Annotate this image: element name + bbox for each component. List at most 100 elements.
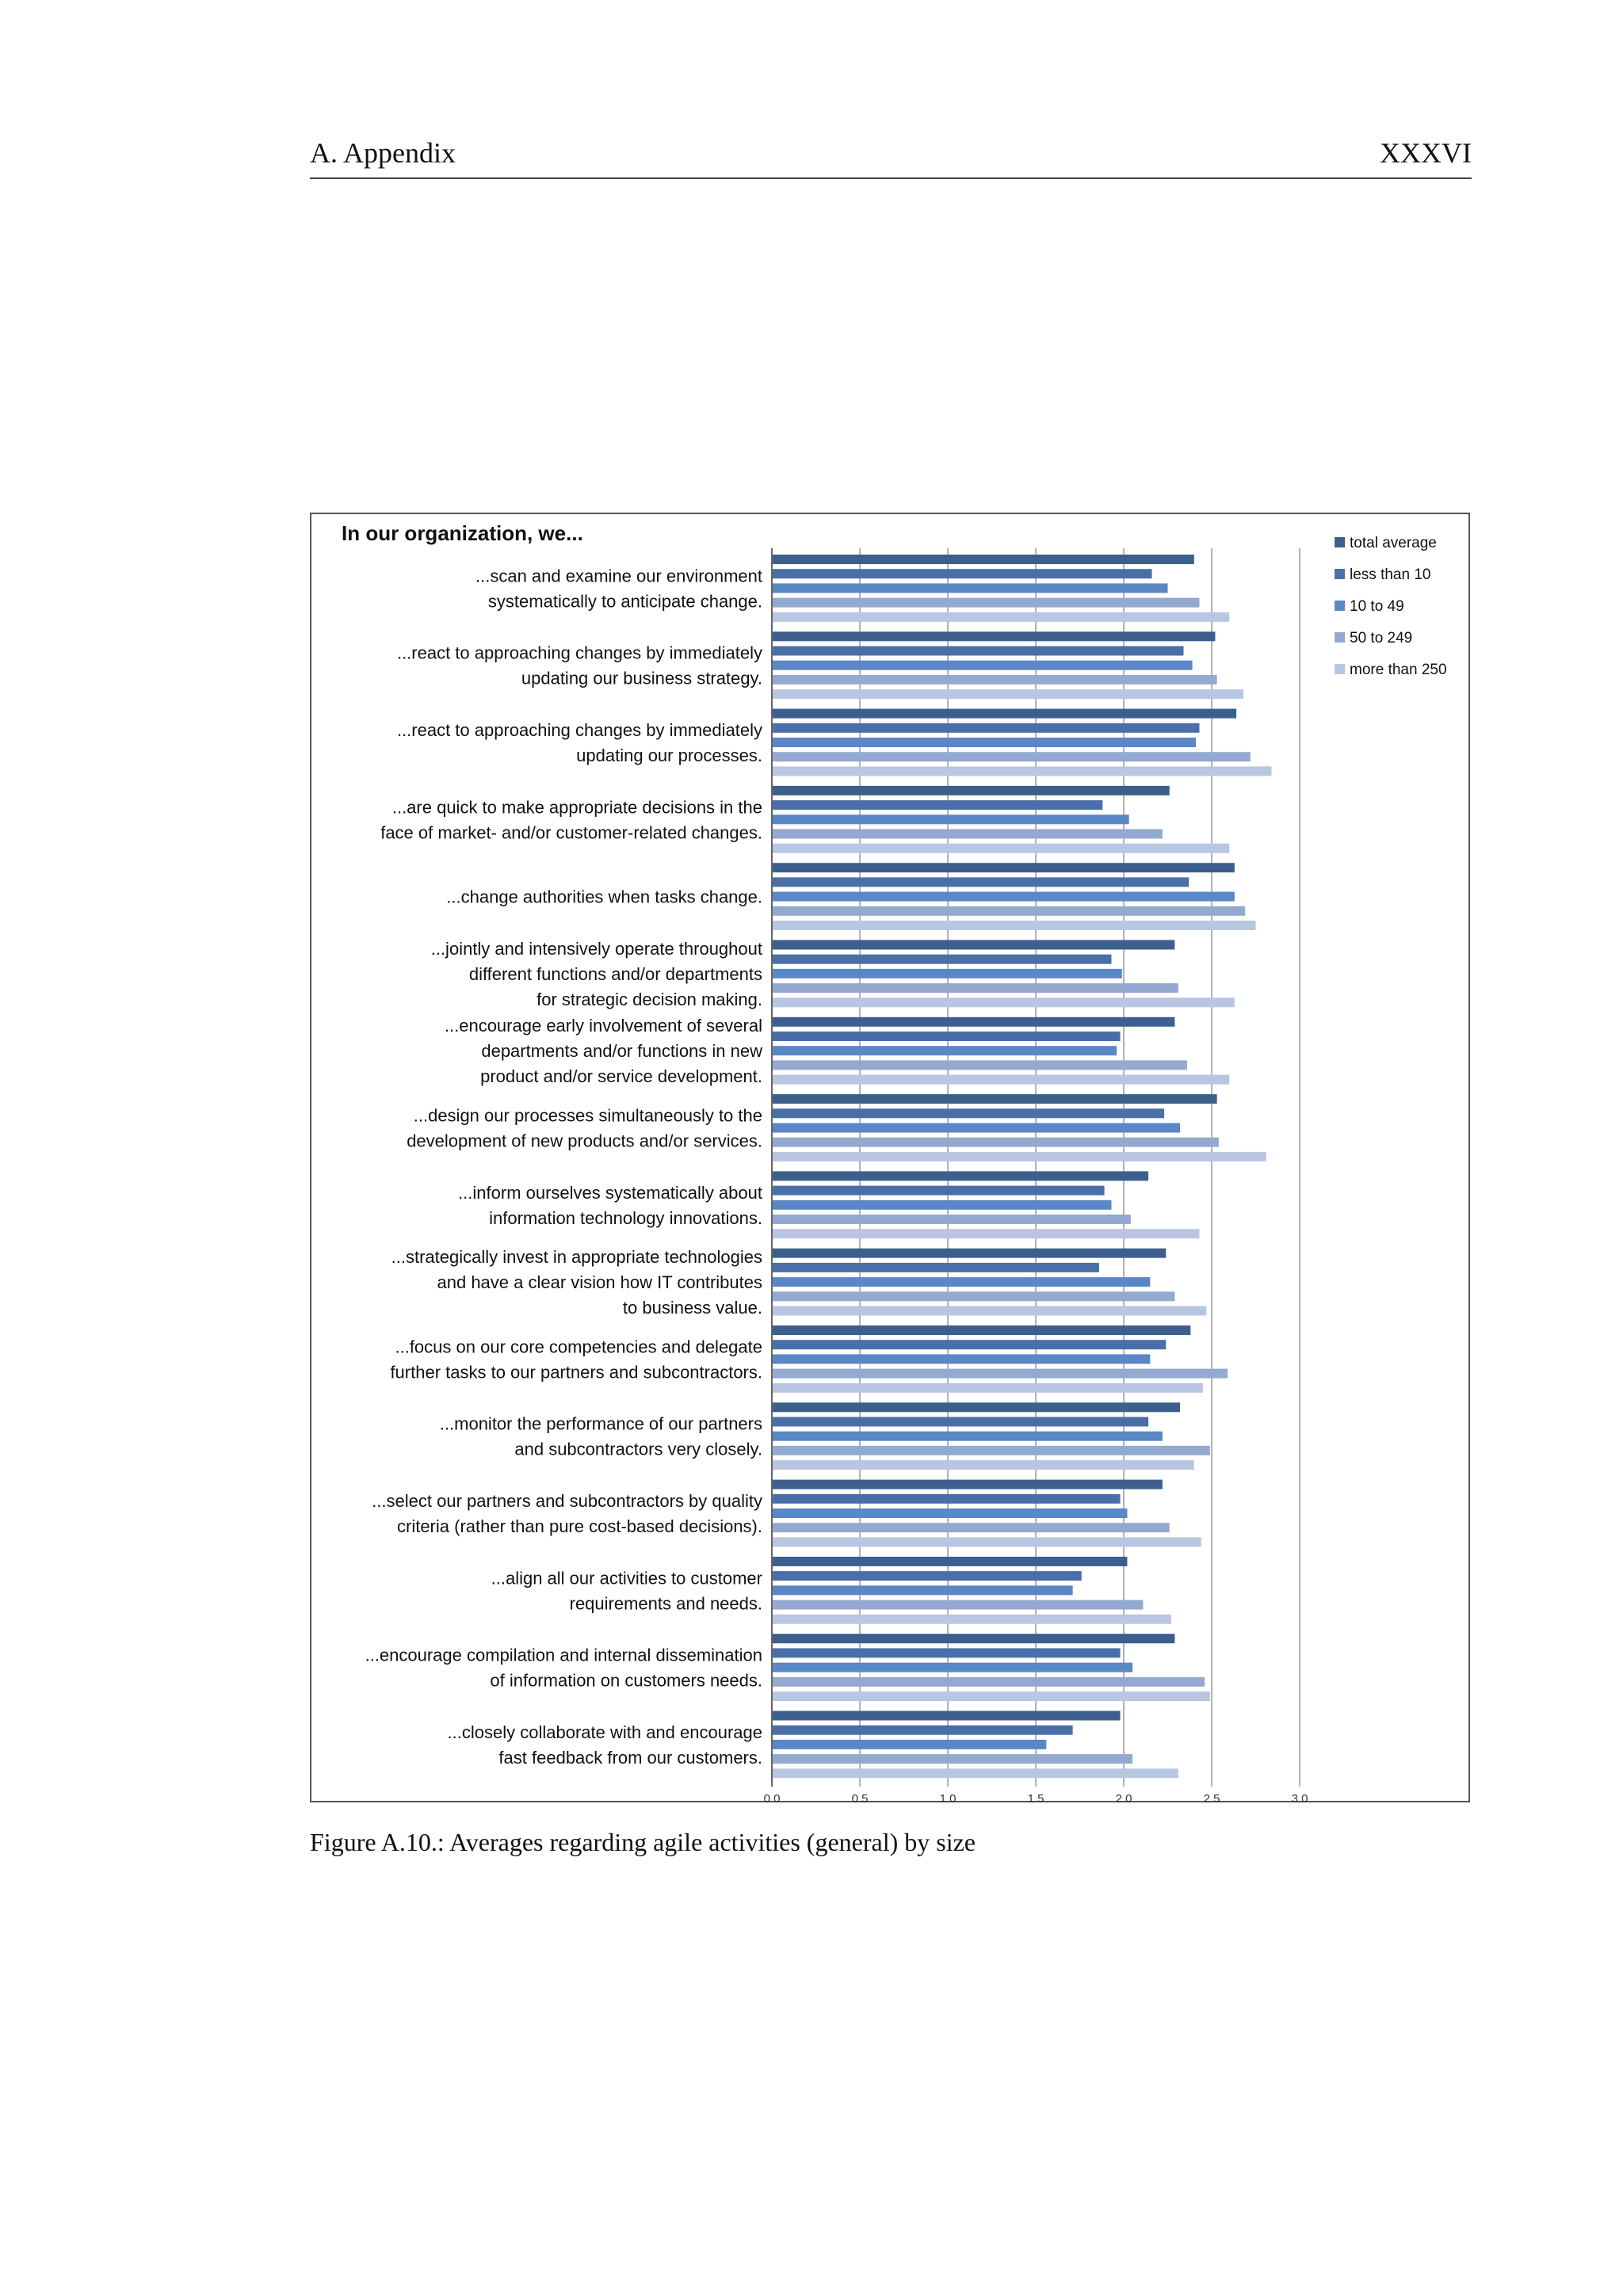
category-label: fast feedback from our customers. — [498, 1748, 762, 1768]
x-tick-label: 2.5 — [1204, 1792, 1220, 1804]
category-label: face of market- and/or customer-related … — [380, 822, 762, 842]
bar — [773, 1739, 1047, 1749]
bar — [773, 1368, 1228, 1379]
bar — [773, 1537, 1201, 1547]
x-tick-label: 2.0 — [1116, 1792, 1132, 1804]
page-number: XXXVI — [1380, 137, 1472, 169]
bar — [773, 863, 1235, 873]
bar — [773, 1074, 1230, 1085]
bar — [773, 597, 1200, 608]
bar — [773, 829, 1163, 839]
bar — [773, 1354, 1151, 1364]
bar — [773, 1508, 1128, 1518]
bar — [773, 1571, 1082, 1581]
category-label: and have a clear vision how IT contribut… — [437, 1272, 763, 1292]
x-tick-label: 1.5 — [1028, 1792, 1044, 1804]
category-label: ...select our partners and subcontractor… — [372, 1491, 762, 1511]
bar — [773, 1479, 1163, 1489]
chapter-title: A. Appendix — [310, 137, 456, 169]
bar — [773, 1402, 1181, 1413]
legend-label: less than 10 — [1350, 566, 1430, 583]
bar — [773, 1556, 1128, 1566]
bar — [773, 954, 1112, 964]
category-label: of information on customers needs. — [490, 1671, 762, 1691]
legend-swatch — [1335, 601, 1345, 611]
bar — [773, 1493, 1121, 1504]
legend-swatch — [1335, 632, 1345, 643]
category-label: updating our business strategy. — [521, 669, 762, 688]
legend-label: 10 to 49 — [1350, 598, 1404, 615]
bar — [773, 738, 1197, 747]
bar — [773, 689, 1243, 700]
category-label: ...inform ourselves systematically about — [458, 1183, 762, 1203]
chart-frame: In our organization, we... 0.0 0.5 1.0 1.5 2.… — [310, 513, 1470, 1804]
category-label: ...scan and examine our environment — [475, 566, 762, 585]
bar — [773, 1185, 1105, 1196]
category-label: ...strategically invest in appropriate t… — [391, 1247, 762, 1267]
category-label: different functions and/or departments — [469, 964, 762, 984]
bar — [773, 877, 1190, 887]
category-label: ...react to approaching changes by immed… — [397, 720, 762, 740]
bar — [773, 1016, 1175, 1027]
bar — [773, 1094, 1217, 1104]
category-label: product and/or service development. — [480, 1066, 762, 1086]
bar — [773, 1262, 1099, 1272]
bar — [773, 660, 1193, 670]
bar — [773, 612, 1230, 622]
bar — [773, 752, 1251, 762]
category-label: requirements and needs. — [570, 1593, 762, 1613]
bar — [773, 1460, 1194, 1470]
bar — [773, 983, 1178, 994]
bar — [773, 1229, 1200, 1239]
legend-label: total average — [1350, 535, 1437, 551]
bar — [773, 569, 1152, 579]
bar — [773, 723, 1200, 733]
category-label: ...design our processes simultaneously t… — [414, 1106, 762, 1126]
bar — [773, 1523, 1170, 1533]
chart-title: In our organization, we... — [342, 521, 583, 545]
bar — [773, 843, 1230, 853]
category-label: ...change authorities when tasks change. — [446, 887, 762, 907]
category-label: information technology innovations. — [489, 1208, 762, 1228]
bar — [773, 1600, 1144, 1610]
category-label: for strategic decision making. — [537, 990, 762, 1009]
legend-label: more than 250 — [1350, 662, 1447, 678]
bar — [773, 555, 1194, 564]
bar — [773, 814, 1129, 825]
bar — [773, 1306, 1207, 1316]
category-label: ...jointly and intensively operate throu… — [431, 939, 762, 959]
legend-swatch — [1335, 569, 1345, 579]
bar — [773, 1725, 1073, 1735]
category-label: and subcontractors very closely. — [514, 1440, 762, 1459]
legend-swatch — [1335, 537, 1345, 547]
bar — [773, 1711, 1121, 1721]
bar — [773, 1431, 1163, 1441]
bar — [773, 1291, 1175, 1302]
bar — [773, 800, 1103, 810]
bar — [773, 1634, 1175, 1644]
bar — [773, 1046, 1117, 1056]
bar — [773, 1676, 1205, 1687]
bar — [773, 708, 1237, 719]
category-label: ...align all our activities to customer — [491, 1568, 762, 1588]
bar — [773, 1754, 1133, 1764]
bar — [773, 1662, 1133, 1672]
bar — [773, 1199, 1112, 1210]
bar — [773, 1417, 1149, 1427]
category-label: further tasks to our partners and subcon… — [390, 1362, 762, 1382]
bar — [773, 1325, 1191, 1335]
x-tick-label: 3.0 — [1292, 1792, 1308, 1804]
bar — [773, 921, 1256, 930]
category-label: ...react to approaching changes by immed… — [397, 643, 762, 663]
bar — [773, 1248, 1167, 1258]
bar — [773, 766, 1272, 776]
bar — [773, 674, 1217, 685]
bar — [773, 1215, 1131, 1224]
bar — [773, 1691, 1210, 1701]
bar — [773, 1768, 1178, 1779]
bar — [773, 1123, 1181, 1133]
bar — [773, 1445, 1210, 1455]
figure-caption: Figure A.10.: Averages regarding agile a… — [310, 1828, 976, 1856]
bar — [773, 997, 1235, 1008]
bar — [773, 1171, 1149, 1181]
